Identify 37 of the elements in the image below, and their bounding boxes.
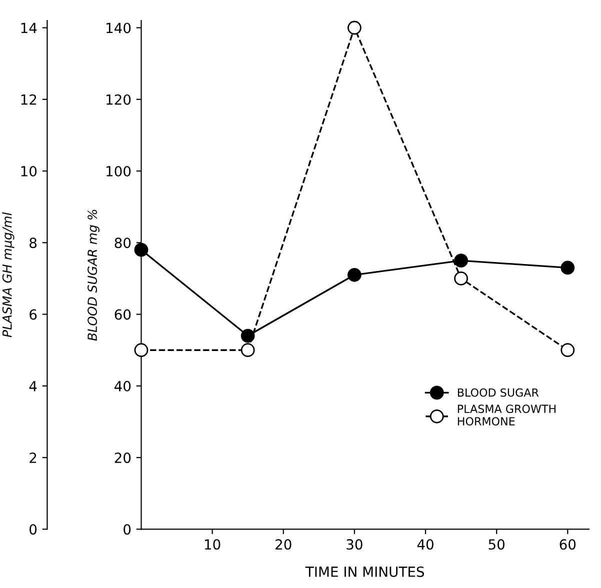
y2-axis-title: PLASMA GH mμg/ml: [2, 212, 14, 338]
point: [348, 20, 362, 35]
y-tick-label: 140: [106, 22, 131, 34]
point: [454, 272, 468, 286]
y-axis-title: BLOOD SUGAR mg %: [88, 210, 100, 341]
x-axis-title: TIME IN MINUTES: [305, 566, 424, 578]
y-tick-label: 0: [124, 524, 131, 535]
y-tick-label: 60: [114, 309, 131, 320]
point: [348, 268, 362, 282]
y2-tick-label: 12: [21, 94, 36, 105]
x-tick-label: 60: [560, 539, 576, 550]
y2-tick-label: 4: [29, 381, 37, 392]
x-tick-label: 10: [204, 539, 220, 550]
point: [134, 242, 148, 257]
y2-tick-label: 2: [30, 452, 36, 463]
y2-tick-label: 8: [30, 238, 37, 248]
point: [240, 343, 255, 358]
point: [454, 254, 468, 268]
y-tick-label: 120: [106, 94, 131, 105]
point: [240, 328, 255, 343]
y-tick-label: 20: [114, 452, 131, 464]
y2-tick-label: 14: [21, 22, 37, 34]
y-tick-label: 100: [106, 166, 131, 176]
point: [560, 343, 575, 358]
point: [560, 260, 575, 275]
legend-label: PLASMA GROWTH HORMONE: [458, 404, 556, 426]
x-tick-label: 20: [276, 539, 292, 550]
x-tick-label: 50: [488, 539, 504, 550]
point: [134, 343, 148, 358]
y2-tick-label: 0: [30, 524, 37, 535]
x-tick-label: 40: [417, 539, 434, 550]
y2-tick-label: 10: [21, 166, 37, 176]
y2-tick-label: 6: [30, 309, 37, 320]
y-tick-label: 80: [114, 238, 131, 248]
legend-label: BLOOD SUGAR: [458, 388, 539, 397]
y-tick-label: 40: [114, 380, 131, 392]
x-tick-label: 30: [346, 539, 362, 550]
